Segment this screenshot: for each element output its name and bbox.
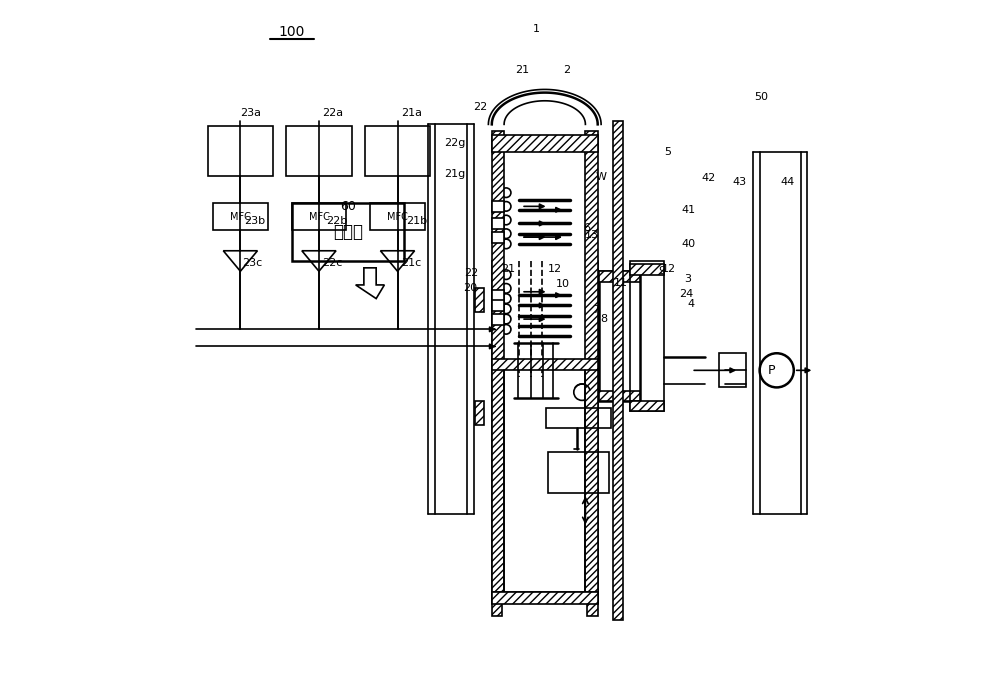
Text: 23b: 23b (244, 216, 265, 226)
Text: 11: 11 (614, 278, 628, 288)
Text: 12: 12 (662, 264, 676, 274)
Bar (213, 203, 268, 230)
Text: 23c: 23c (242, 258, 262, 268)
Bar (492, 261, 502, 616)
Text: 控制部: 控制部 (333, 223, 363, 241)
Text: 22: 22 (464, 268, 478, 279)
Text: 41: 41 (681, 205, 695, 215)
Text: W: W (596, 172, 607, 182)
Bar (492, 134, 598, 152)
Bar (365, 126, 430, 176)
Text: 9: 9 (659, 265, 666, 276)
Text: 21g: 21g (445, 169, 466, 178)
Bar (286, 126, 352, 176)
Bar (719, 353, 746, 388)
Bar (208, 126, 273, 176)
Bar (370, 203, 425, 230)
Bar (492, 289, 504, 300)
Bar (492, 592, 598, 602)
Bar (492, 201, 504, 212)
Text: 12: 12 (547, 264, 561, 274)
Text: 1: 1 (533, 24, 540, 34)
Bar (492, 232, 504, 243)
Text: 60: 60 (340, 200, 356, 213)
Text: 22g: 22g (444, 139, 466, 148)
Text: 44: 44 (780, 178, 794, 187)
Bar (492, 300, 504, 311)
Bar (548, 452, 609, 493)
Text: MFC: MFC (230, 211, 251, 222)
Text: 22a: 22a (322, 108, 343, 119)
Bar (630, 261, 664, 412)
Bar (492, 218, 504, 229)
Text: 22b: 22b (326, 216, 347, 226)
Text: 2: 2 (563, 64, 570, 75)
Text: 13: 13 (585, 230, 599, 240)
Text: 43: 43 (732, 178, 746, 187)
Bar (599, 391, 640, 401)
Text: 42: 42 (702, 173, 716, 182)
Text: 50: 50 (754, 92, 768, 102)
Bar (492, 359, 598, 370)
Text: 8: 8 (600, 314, 607, 324)
Text: 7: 7 (592, 305, 599, 315)
Bar (599, 271, 640, 281)
Text: 3: 3 (684, 274, 691, 285)
Bar (492, 131, 504, 602)
Text: MFC: MFC (387, 211, 408, 222)
Text: MFC: MFC (309, 211, 329, 222)
Text: 21b: 21b (406, 216, 427, 226)
Text: 21a: 21a (401, 108, 422, 119)
Bar (475, 288, 484, 312)
Bar (492, 314, 504, 324)
Text: 20: 20 (463, 283, 477, 294)
Bar (630, 401, 664, 412)
Bar (585, 131, 598, 602)
Text: 5: 5 (664, 147, 671, 156)
Bar (292, 203, 404, 261)
Text: P: P (768, 364, 776, 377)
Text: 100: 100 (278, 25, 305, 39)
Bar (475, 401, 484, 425)
Bar (546, 408, 611, 428)
Bar (599, 271, 640, 401)
Bar (292, 203, 346, 230)
Text: 6: 6 (583, 223, 590, 233)
Bar (587, 261, 598, 616)
Text: 4: 4 (688, 299, 695, 309)
Text: 10: 10 (556, 279, 570, 289)
Text: 22: 22 (473, 102, 487, 113)
Text: 21: 21 (501, 264, 515, 274)
Bar (492, 592, 598, 604)
Text: 21: 21 (515, 64, 530, 75)
Bar (630, 264, 664, 274)
Text: 23a: 23a (240, 108, 261, 119)
Text: 40: 40 (681, 239, 695, 249)
Text: 22c: 22c (322, 258, 343, 268)
Bar (613, 121, 623, 619)
Text: 21c: 21c (401, 258, 421, 268)
Text: 24: 24 (679, 289, 693, 299)
